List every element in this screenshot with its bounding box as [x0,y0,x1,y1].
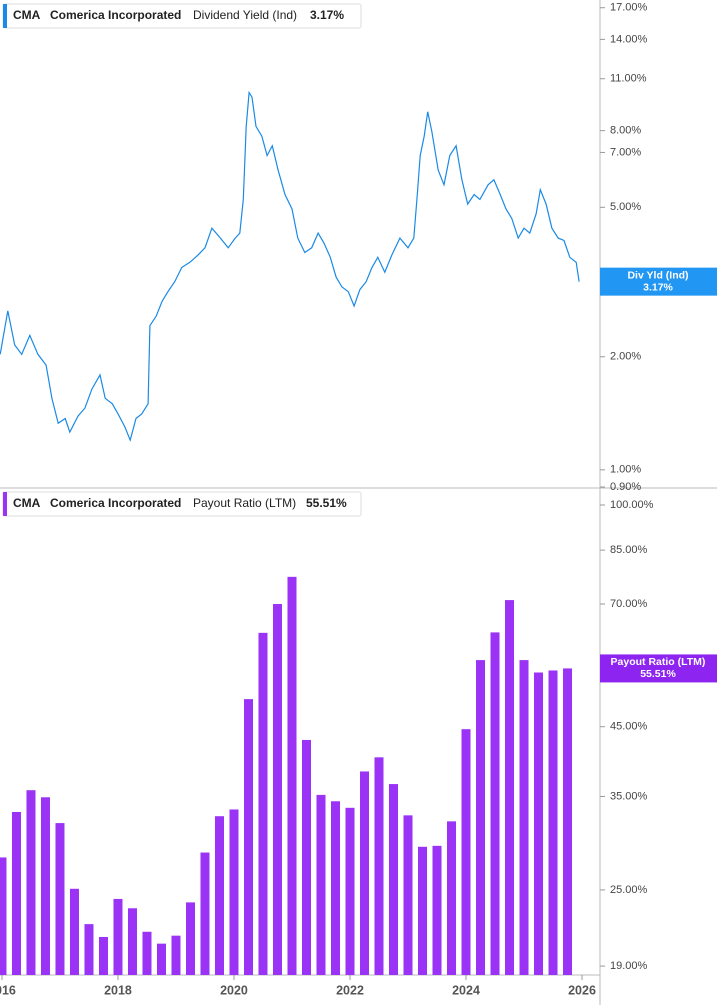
x-tick-label: 2020 [220,983,248,997]
last-value-name: Div Yld (Ind) [627,269,688,281]
bar [563,668,573,975]
y-tick-label: 8.00% [610,125,641,137]
y-tick-label: 45.00% [610,721,648,733]
bar [113,898,123,975]
y-tick-label: 19.00% [610,960,648,972]
bar [55,823,65,975]
bar [258,632,268,975]
bar [200,852,210,975]
bar [0,857,7,975]
legend-company: Comerica Incorporated [50,496,181,510]
bar [214,816,224,975]
bar [447,821,457,975]
bar [534,672,544,975]
bar [26,790,36,975]
bar [40,797,50,975]
y-tick-label: 85.00% [610,544,648,556]
legend-swatch [3,4,7,28]
x-tick-label: 2016 [0,983,16,997]
y-tick-label: 2.00% [610,351,641,363]
y-tick-label: 70.00% [610,598,648,610]
x-tick-label: 2024 [452,983,480,997]
last-value-name: Payout Ratio (LTM) [611,656,706,668]
bar [432,845,442,975]
legend-ticker: CMA [13,496,41,510]
last-value-label: 55.51% [640,668,676,680]
bar [287,576,297,975]
bar [476,660,486,975]
bar [127,908,137,975]
x-tick-label: 2026 [568,983,596,997]
last-value-label: 3.17% [643,281,673,293]
bar [548,670,558,975]
bar [330,801,340,975]
bar [461,729,471,975]
bar [11,811,21,975]
bar [490,632,500,975]
legend-swatch [3,492,7,516]
y-tick-label: 35.00% [610,790,648,802]
y-tick-label: 7.00% [610,146,641,158]
x-tick-label: 2018 [104,983,132,997]
bar [345,807,355,975]
bar [360,771,370,975]
bar [142,931,152,975]
bar [185,902,195,975]
y-tick-label: 11.00% [610,73,647,85]
bar [229,809,239,975]
bar [374,757,384,975]
bar [69,888,79,975]
x-tick-label: 2022 [336,983,364,997]
legend-ticker: CMA [13,8,41,22]
last-value-box [600,267,717,296]
data-line [0,90,580,442]
bar [272,604,282,975]
bar [389,784,399,975]
bar [316,794,326,975]
bar [171,935,181,975]
legend-series: Payout Ratio (LTM) [193,496,296,510]
bar [156,943,166,975]
bar [403,815,413,975]
y-tick-label: 14.00% [610,33,648,45]
bar [243,699,253,975]
last-value-box [600,654,717,683]
bar [505,600,515,975]
legend-value: 3.17% [310,8,344,22]
bar [301,739,311,975]
bar [84,924,94,975]
bar [519,660,529,975]
y-tick-label: 5.00% [610,201,641,213]
y-tick-label: 25.00% [610,884,648,896]
legend-company: Comerica Incorporated [50,8,181,22]
y-tick-label: 0.90% [610,481,641,493]
legend-series: Dividend Yield (Ind) [193,8,297,22]
bar [418,846,428,975]
legend-value: 55.51% [306,496,347,510]
y-tick-label: 17.00% [610,2,648,14]
bar [98,936,108,975]
y-tick-label: 1.00% [610,464,641,476]
y-tick-label: 100.00% [610,499,654,511]
